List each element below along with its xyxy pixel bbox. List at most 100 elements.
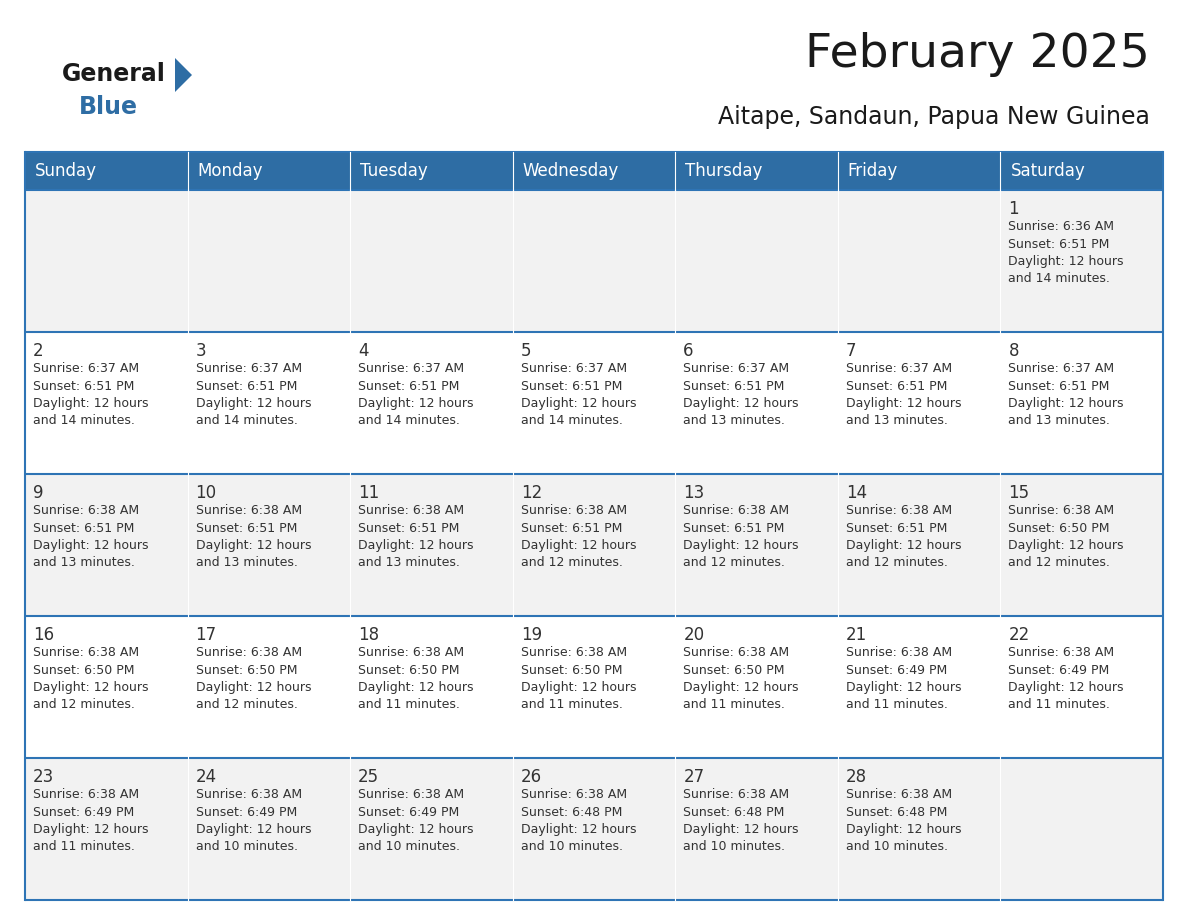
Text: 3: 3 xyxy=(196,342,207,360)
Bar xyxy=(350,474,513,616)
Bar xyxy=(350,332,513,474)
Text: Sunrise: 6:37 AM
Sunset: 6:51 PM
Daylight: 12 hours
and 14 minutes.: Sunrise: 6:37 AM Sunset: 6:51 PM Dayligh… xyxy=(33,362,148,428)
Bar xyxy=(350,616,513,758)
Text: 15: 15 xyxy=(1009,484,1030,502)
Text: 5: 5 xyxy=(520,342,531,360)
Text: 4: 4 xyxy=(358,342,368,360)
Bar xyxy=(513,152,675,190)
Text: Sunrise: 6:38 AM
Sunset: 6:50 PM
Daylight: 12 hours
and 11 minutes.: Sunrise: 6:38 AM Sunset: 6:50 PM Dayligh… xyxy=(683,646,798,711)
Bar xyxy=(513,190,675,332)
Text: Sunrise: 6:38 AM
Sunset: 6:50 PM
Daylight: 12 hours
and 12 minutes.: Sunrise: 6:38 AM Sunset: 6:50 PM Dayligh… xyxy=(1009,504,1124,569)
Bar xyxy=(188,190,350,332)
Bar xyxy=(1000,332,1163,474)
Text: 25: 25 xyxy=(358,768,379,786)
Text: 27: 27 xyxy=(683,768,704,786)
Bar xyxy=(188,616,350,758)
Bar xyxy=(188,332,350,474)
Bar xyxy=(675,758,838,900)
Text: Sunrise: 6:38 AM
Sunset: 6:49 PM
Daylight: 12 hours
and 11 minutes.: Sunrise: 6:38 AM Sunset: 6:49 PM Dayligh… xyxy=(1009,646,1124,711)
Bar xyxy=(25,758,188,900)
Text: 23: 23 xyxy=(33,768,55,786)
Bar xyxy=(513,474,675,616)
Bar xyxy=(350,190,513,332)
Text: Saturday: Saturday xyxy=(1011,162,1085,180)
Text: Sunrise: 6:37 AM
Sunset: 6:51 PM
Daylight: 12 hours
and 14 minutes.: Sunrise: 6:37 AM Sunset: 6:51 PM Dayligh… xyxy=(358,362,474,428)
Text: Tuesday: Tuesday xyxy=(360,162,428,180)
Bar xyxy=(25,332,188,474)
Bar xyxy=(838,758,1000,900)
Text: 24: 24 xyxy=(196,768,216,786)
Polygon shape xyxy=(175,58,192,92)
Text: Sunrise: 6:38 AM
Sunset: 6:51 PM
Daylight: 12 hours
and 12 minutes.: Sunrise: 6:38 AM Sunset: 6:51 PM Dayligh… xyxy=(683,504,798,569)
Text: 10: 10 xyxy=(196,484,216,502)
Text: 6: 6 xyxy=(683,342,694,360)
Text: Monday: Monday xyxy=(197,162,263,180)
Bar xyxy=(25,616,188,758)
Bar xyxy=(838,474,1000,616)
Text: Sunrise: 6:37 AM
Sunset: 6:51 PM
Daylight: 12 hours
and 14 minutes.: Sunrise: 6:37 AM Sunset: 6:51 PM Dayligh… xyxy=(196,362,311,428)
Text: Sunrise: 6:38 AM
Sunset: 6:51 PM
Daylight: 12 hours
and 13 minutes.: Sunrise: 6:38 AM Sunset: 6:51 PM Dayligh… xyxy=(196,504,311,569)
Text: Sunrise: 6:38 AM
Sunset: 6:48 PM
Daylight: 12 hours
and 10 minutes.: Sunrise: 6:38 AM Sunset: 6:48 PM Dayligh… xyxy=(846,788,961,854)
Text: Aitape, Sandaun, Papua New Guinea: Aitape, Sandaun, Papua New Guinea xyxy=(718,105,1150,129)
Text: Sunrise: 6:37 AM
Sunset: 6:51 PM
Daylight: 12 hours
and 14 minutes.: Sunrise: 6:37 AM Sunset: 6:51 PM Dayligh… xyxy=(520,362,637,428)
Bar xyxy=(513,616,675,758)
Text: 12: 12 xyxy=(520,484,542,502)
Text: Sunrise: 6:38 AM
Sunset: 6:51 PM
Daylight: 12 hours
and 13 minutes.: Sunrise: 6:38 AM Sunset: 6:51 PM Dayligh… xyxy=(33,504,148,569)
Text: 18: 18 xyxy=(358,626,379,644)
Text: 8: 8 xyxy=(1009,342,1019,360)
Text: Wednesday: Wednesday xyxy=(523,162,619,180)
Text: Friday: Friday xyxy=(848,162,898,180)
Text: 28: 28 xyxy=(846,768,867,786)
Text: Sunrise: 6:38 AM
Sunset: 6:48 PM
Daylight: 12 hours
and 10 minutes.: Sunrise: 6:38 AM Sunset: 6:48 PM Dayligh… xyxy=(683,788,798,854)
Text: February 2025: February 2025 xyxy=(805,32,1150,77)
Text: Sunrise: 6:38 AM
Sunset: 6:50 PM
Daylight: 12 hours
and 11 minutes.: Sunrise: 6:38 AM Sunset: 6:50 PM Dayligh… xyxy=(520,646,637,711)
Bar xyxy=(25,152,188,190)
Text: Sunrise: 6:37 AM
Sunset: 6:51 PM
Daylight: 12 hours
and 13 minutes.: Sunrise: 6:37 AM Sunset: 6:51 PM Dayligh… xyxy=(683,362,798,428)
Text: 7: 7 xyxy=(846,342,857,360)
Text: General: General xyxy=(62,62,166,86)
Bar xyxy=(675,474,838,616)
Bar xyxy=(25,190,188,332)
Text: Thursday: Thursday xyxy=(685,162,763,180)
Text: Blue: Blue xyxy=(78,95,138,119)
Text: 13: 13 xyxy=(683,484,704,502)
Bar xyxy=(350,758,513,900)
Bar xyxy=(1000,152,1163,190)
Bar xyxy=(188,152,350,190)
Text: Sunrise: 6:38 AM
Sunset: 6:49 PM
Daylight: 12 hours
and 10 minutes.: Sunrise: 6:38 AM Sunset: 6:49 PM Dayligh… xyxy=(358,788,474,854)
Bar xyxy=(1000,758,1163,900)
Text: Sunrise: 6:38 AM
Sunset: 6:51 PM
Daylight: 12 hours
and 13 minutes.: Sunrise: 6:38 AM Sunset: 6:51 PM Dayligh… xyxy=(358,504,474,569)
Bar xyxy=(188,758,350,900)
Text: Sunrise: 6:37 AM
Sunset: 6:51 PM
Daylight: 12 hours
and 13 minutes.: Sunrise: 6:37 AM Sunset: 6:51 PM Dayligh… xyxy=(846,362,961,428)
Text: Sunrise: 6:38 AM
Sunset: 6:50 PM
Daylight: 12 hours
and 12 minutes.: Sunrise: 6:38 AM Sunset: 6:50 PM Dayligh… xyxy=(33,646,148,711)
Text: 20: 20 xyxy=(683,626,704,644)
Bar xyxy=(675,616,838,758)
Bar xyxy=(1000,616,1163,758)
Text: Sunrise: 6:38 AM
Sunset: 6:48 PM
Daylight: 12 hours
and 10 minutes.: Sunrise: 6:38 AM Sunset: 6:48 PM Dayligh… xyxy=(520,788,637,854)
Text: Sunrise: 6:38 AM
Sunset: 6:50 PM
Daylight: 12 hours
and 12 minutes.: Sunrise: 6:38 AM Sunset: 6:50 PM Dayligh… xyxy=(196,646,311,711)
Bar xyxy=(838,190,1000,332)
Text: Sunrise: 6:38 AM
Sunset: 6:49 PM
Daylight: 12 hours
and 10 minutes.: Sunrise: 6:38 AM Sunset: 6:49 PM Dayligh… xyxy=(196,788,311,854)
Bar xyxy=(513,332,675,474)
Text: 9: 9 xyxy=(33,484,44,502)
Text: 2: 2 xyxy=(33,342,44,360)
Bar xyxy=(25,474,188,616)
Bar xyxy=(675,190,838,332)
Text: 17: 17 xyxy=(196,626,216,644)
Text: Sunday: Sunday xyxy=(34,162,97,180)
Text: 26: 26 xyxy=(520,768,542,786)
Bar xyxy=(675,332,838,474)
Text: Sunrise: 6:37 AM
Sunset: 6:51 PM
Daylight: 12 hours
and 13 minutes.: Sunrise: 6:37 AM Sunset: 6:51 PM Dayligh… xyxy=(1009,362,1124,428)
Text: 16: 16 xyxy=(33,626,55,644)
Bar xyxy=(838,616,1000,758)
Text: Sunrise: 6:38 AM
Sunset: 6:49 PM
Daylight: 12 hours
and 11 minutes.: Sunrise: 6:38 AM Sunset: 6:49 PM Dayligh… xyxy=(846,646,961,711)
Bar xyxy=(1000,190,1163,332)
Bar xyxy=(188,474,350,616)
Text: Sunrise: 6:38 AM
Sunset: 6:51 PM
Daylight: 12 hours
and 12 minutes.: Sunrise: 6:38 AM Sunset: 6:51 PM Dayligh… xyxy=(846,504,961,569)
Text: 21: 21 xyxy=(846,626,867,644)
Bar xyxy=(838,152,1000,190)
Text: Sunrise: 6:38 AM
Sunset: 6:51 PM
Daylight: 12 hours
and 12 minutes.: Sunrise: 6:38 AM Sunset: 6:51 PM Dayligh… xyxy=(520,504,637,569)
Bar xyxy=(838,332,1000,474)
Text: Sunrise: 6:36 AM
Sunset: 6:51 PM
Daylight: 12 hours
and 14 minutes.: Sunrise: 6:36 AM Sunset: 6:51 PM Dayligh… xyxy=(1009,220,1124,285)
Text: 11: 11 xyxy=(358,484,379,502)
